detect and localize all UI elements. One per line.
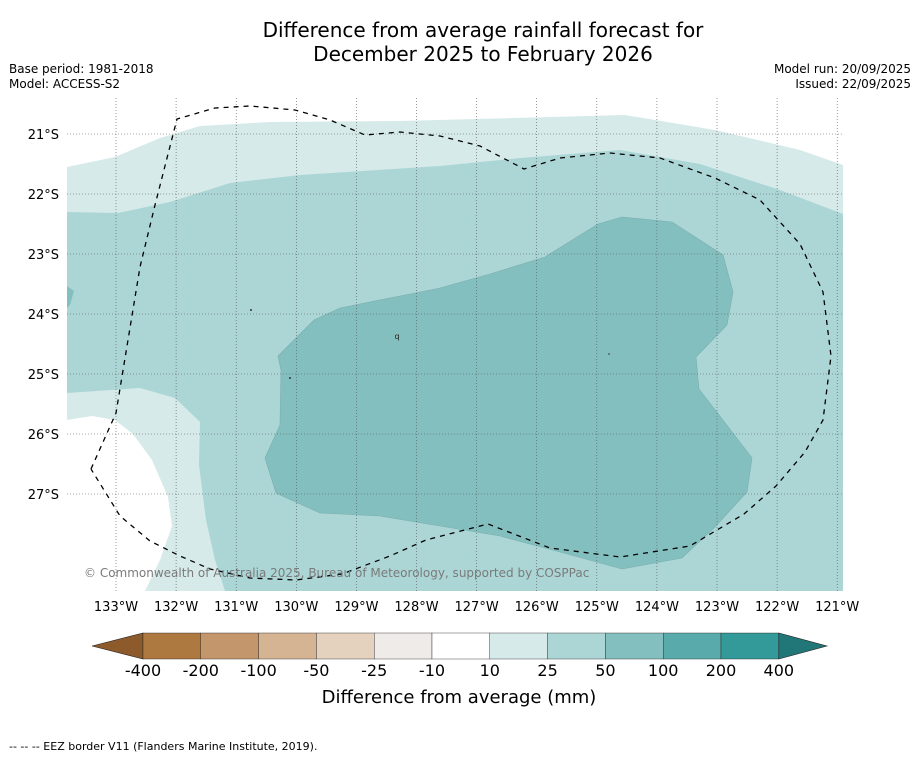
longitude-label: 130°W xyxy=(274,600,318,615)
colorbar-tick-label: 10 xyxy=(480,661,500,680)
latitude-label: 22°S xyxy=(28,188,59,203)
longitude-label: 122°W xyxy=(755,600,799,615)
longitude-label: 126°W xyxy=(515,600,559,615)
issued-text: Issued: 22/09/2025 xyxy=(795,77,911,91)
longitude-label: 128°W xyxy=(394,600,438,615)
colorbar-tick-label: 400 xyxy=(764,661,795,680)
eez-legend: -- -- -- EEZ border V11 (Flanders Marine… xyxy=(9,740,318,753)
longitude-label: 129°W xyxy=(334,600,378,615)
colorbar-segment xyxy=(720,632,779,660)
longitude-label: 121°W xyxy=(815,600,859,615)
map-title-line2: December 2025 to February 2026 xyxy=(313,42,653,66)
colorbar-tick-label: 100 xyxy=(648,661,679,680)
map-title: Difference from average rainfall forecas… xyxy=(0,18,919,66)
colorbar-tick-label: -25 xyxy=(361,661,387,680)
colorbar-segment xyxy=(663,632,722,660)
colorbar-segment xyxy=(142,632,201,660)
latitude-labels: 21°S 22°S 23°S 24°S 25°S 26°S 27°S xyxy=(28,128,59,503)
latitude-label: 21°S xyxy=(28,128,59,143)
colorbar-tick-label: 25 xyxy=(537,661,557,680)
colorbar-extend-high xyxy=(778,632,829,660)
colorbar-segment xyxy=(200,632,259,660)
latitude-label: 26°S xyxy=(28,428,59,443)
colorbar-segment xyxy=(489,632,548,660)
model-text: Model: ACCESS-S2 xyxy=(9,77,121,91)
colorbar-tick-label: -100 xyxy=(240,661,276,680)
colorbar-tick-label: -200 xyxy=(183,661,219,680)
longitude-label: 132°W xyxy=(154,600,198,615)
island-speck xyxy=(608,353,610,355)
island-speck xyxy=(250,309,252,311)
longitude-label: 125°W xyxy=(575,600,619,615)
colorbar-tick-label: 200 xyxy=(706,661,737,680)
rain-band-50-100-west xyxy=(67,286,74,308)
colorbar-segment xyxy=(316,632,375,660)
colorbar: -400 -200 -100 -50 -25 -10 10 25 50 100 200 400 xyxy=(91,632,829,680)
model-info: Base period: 1981-2018 Model: ACCESS-S2 xyxy=(9,62,154,92)
colorbar-extend-low xyxy=(91,632,144,660)
latitude-label: 23°S xyxy=(28,248,59,263)
model-run-text: Model run: 20/09/2025 xyxy=(773,62,911,76)
colorbar-segment xyxy=(547,632,606,660)
longitude-labels: 133°W 132°W 131°W 130°W 129°W 128°W 127°W 126°W… xyxy=(94,600,860,615)
base-period-text: Base period: 1981-2018 xyxy=(9,62,154,76)
rain-band-neutral-north xyxy=(67,98,843,167)
map-plot: q © Commonwealth of Australia 2025, Bure… xyxy=(67,98,843,591)
colorbar-tick-label: 50 xyxy=(595,661,615,680)
colorbar-segment xyxy=(258,632,317,660)
latitude-label: 24°S xyxy=(28,308,59,323)
island-speck xyxy=(289,377,291,379)
colorbar-tick-label: -400 xyxy=(125,661,161,680)
latitude-label: 27°S xyxy=(28,488,59,503)
colorbar-segment xyxy=(431,632,490,660)
longitude-label: 124°W xyxy=(635,600,679,615)
rain-band-50-100 xyxy=(264,216,753,570)
colorbar-segment xyxy=(374,632,433,660)
longitude-label: 133°W xyxy=(94,600,138,615)
copyright-text: © Commonwealth of Australia 2025, Bureau… xyxy=(84,566,589,580)
longitude-label: 123°W xyxy=(695,600,739,615)
rain-band-neutral-southwest xyxy=(67,416,172,591)
colorbar-tick-label: -50 xyxy=(303,661,329,680)
colorbar-title: Difference from average (mm) xyxy=(322,687,597,708)
longitude-label: 127°W xyxy=(455,600,499,615)
latitude-label: 25°S xyxy=(28,368,59,383)
colorbar-segment xyxy=(605,632,664,660)
eez-border xyxy=(90,105,832,581)
map-title-line1: Difference from average rainfall forecas… xyxy=(262,18,704,42)
longitude-label: 131°W xyxy=(214,600,258,615)
run-info: Model run: 20/09/2025 Issued: 22/09/2025 xyxy=(774,62,911,92)
graticule xyxy=(67,98,843,591)
island-mark: q xyxy=(394,332,399,341)
colorbar-tick-label: -10 xyxy=(419,661,445,680)
